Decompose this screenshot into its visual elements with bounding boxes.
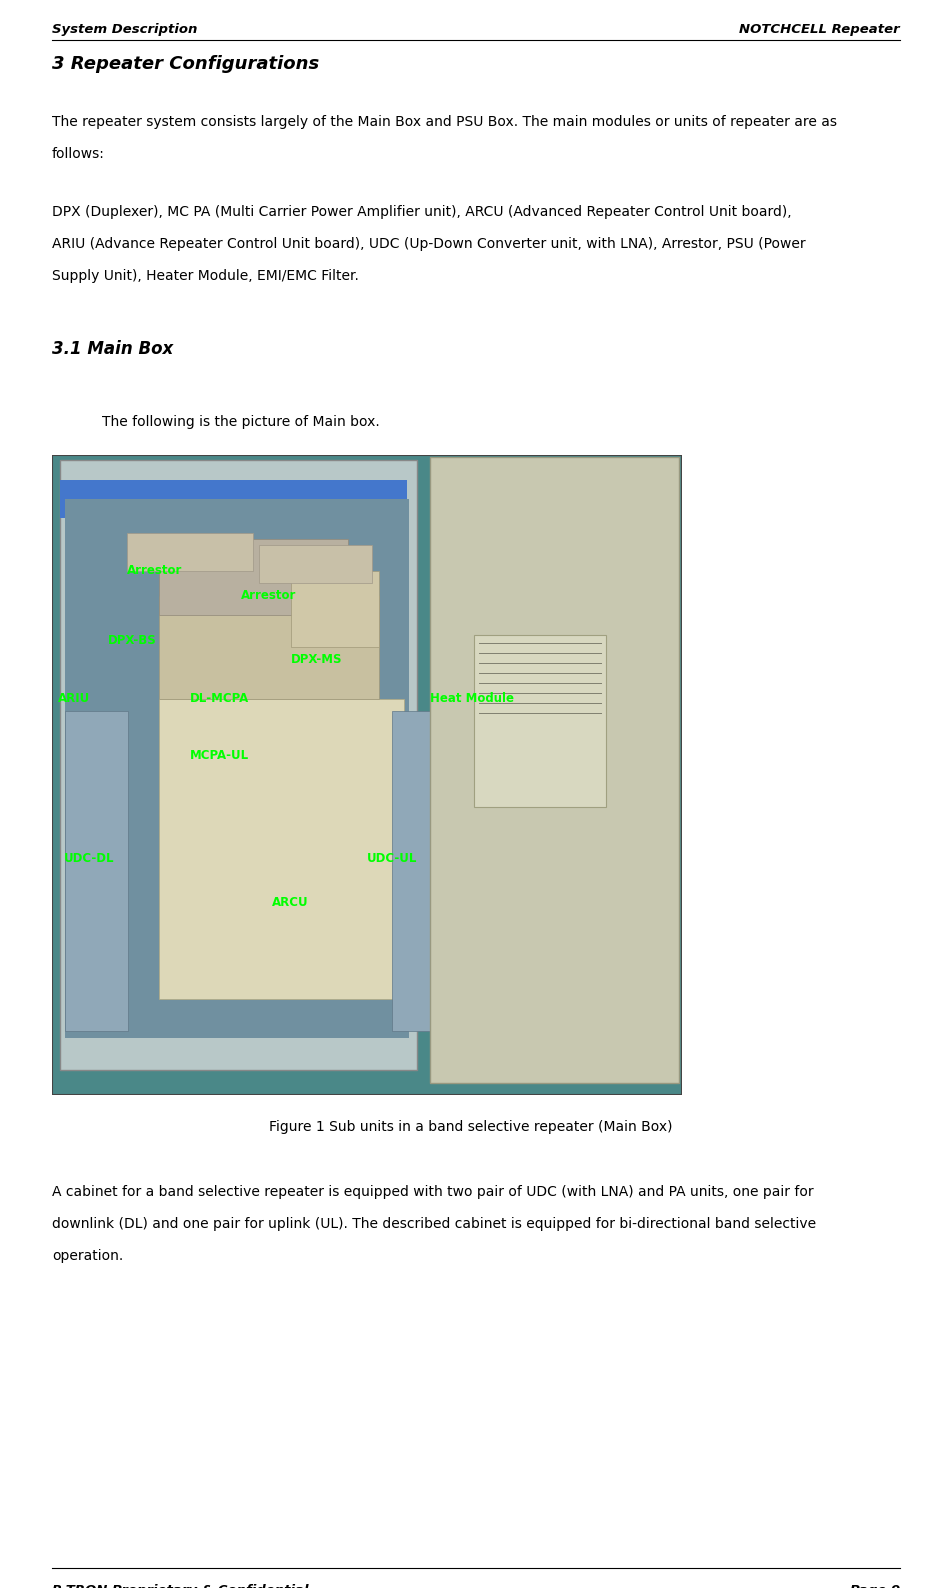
Text: System Description: System Description xyxy=(52,22,198,37)
Text: Supply Unit), Heater Module, EMI/EMC Filter.: Supply Unit), Heater Module, EMI/EMC Fil… xyxy=(52,268,359,283)
Text: R-TRON Proprietary & Confidential: R-TRON Proprietary & Confidential xyxy=(52,1583,309,1588)
Bar xyxy=(259,545,372,583)
Text: A cabinet for a band selective repeater is equipped with two pair of UDC (with L: A cabinet for a band selective repeater … xyxy=(52,1185,814,1199)
Text: The following is the picture of Main box.: The following is the picture of Main box… xyxy=(102,414,380,429)
Bar xyxy=(60,461,417,1070)
Bar xyxy=(474,635,606,807)
Text: 3 Repeater Configurations: 3 Repeater Configurations xyxy=(52,56,319,73)
Text: DL-MCPA: DL-MCPA xyxy=(190,692,249,705)
Bar xyxy=(65,499,409,1039)
Text: follows:: follows: xyxy=(52,148,104,160)
Text: ARIU (Advance Repeater Control Unit board), UDC (Up-Down Converter unit, with LN: ARIU (Advance Repeater Control Unit boar… xyxy=(52,237,805,251)
Text: ARCU: ARCU xyxy=(272,897,309,910)
Text: NOTCHCELL Repeater: NOTCHCELL Repeater xyxy=(740,22,900,37)
Bar xyxy=(159,699,404,999)
Bar xyxy=(159,596,379,699)
Text: DPX-MS: DPX-MS xyxy=(291,654,343,667)
Bar xyxy=(291,572,379,646)
Text: Arrestor: Arrestor xyxy=(127,564,183,578)
Bar xyxy=(430,457,679,1083)
Text: downlink (DL) and one pair for uplink (UL). The described cabinet is equipped fo: downlink (DL) and one pair for uplink (U… xyxy=(52,1216,816,1231)
Bar xyxy=(65,711,128,1031)
Text: Arrestor: Arrestor xyxy=(241,589,296,602)
Bar xyxy=(159,538,348,615)
Text: Page 9: Page 9 xyxy=(850,1583,900,1588)
Text: Figure 1 Sub units in a band selective repeater (Main Box): Figure 1 Sub units in a band selective r… xyxy=(269,1120,672,1134)
Text: UDC-UL: UDC-UL xyxy=(367,853,418,865)
Text: Heat Module: Heat Module xyxy=(430,692,514,705)
Bar xyxy=(127,534,253,572)
Text: UDC-DL: UDC-DL xyxy=(64,853,115,865)
Text: DPX-BS: DPX-BS xyxy=(108,635,157,648)
Text: ARIU: ARIU xyxy=(58,692,90,705)
Bar xyxy=(392,711,442,1031)
Text: The repeater system consists largely of the Main Box and PSU Box. The main modul: The repeater system consists largely of … xyxy=(52,114,837,129)
Text: DPX (Duplexer), MC PA (Multi Carrier Power Amplifier unit), ARCU (Advanced Repea: DPX (Duplexer), MC PA (Multi Carrier Pow… xyxy=(52,205,791,219)
Text: operation.: operation. xyxy=(52,1250,123,1262)
Text: 3.1 Main Box: 3.1 Main Box xyxy=(52,340,173,357)
Bar xyxy=(60,480,407,518)
Text: MCPA-UL: MCPA-UL xyxy=(190,750,249,762)
